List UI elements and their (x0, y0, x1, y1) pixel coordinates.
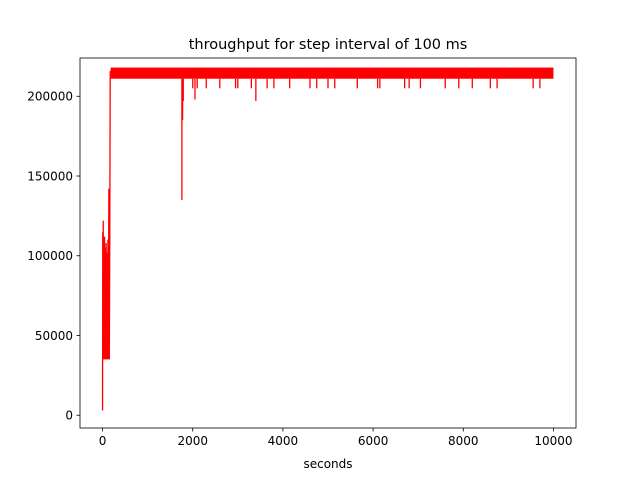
plot-frame (79, 57, 577, 429)
x-tick-label: 10000 (534, 434, 572, 448)
series-layer (101, 67, 554, 411)
x-tick-label: 4000 (268, 434, 299, 448)
y-tick-label: 200000 (27, 90, 73, 104)
series-ramp-up-line (101, 70, 112, 411)
x-tick-label: 0 (99, 434, 107, 448)
x-tick-label: 2000 (177, 434, 208, 448)
series-steady-band (110, 67, 554, 79)
x-tick-label: 8000 (448, 434, 479, 448)
y-tick-label: 100000 (27, 249, 73, 263)
x-tick-label: 6000 (358, 434, 389, 448)
x-axis: 0 2000 4000 6000 8000 10000 (99, 428, 573, 448)
plot-area (79, 57, 577, 429)
y-tick-label: 150000 (27, 169, 73, 183)
chart-title: throughput for step interval of 100 ms (189, 37, 468, 53)
x-axis-label: seconds (303, 457, 352, 471)
y-axis: 0 50000 100000 150000 200000 (27, 90, 80, 423)
y-tick-label: 50000 (35, 329, 73, 343)
y-tick-label: 0 (65, 409, 73, 423)
